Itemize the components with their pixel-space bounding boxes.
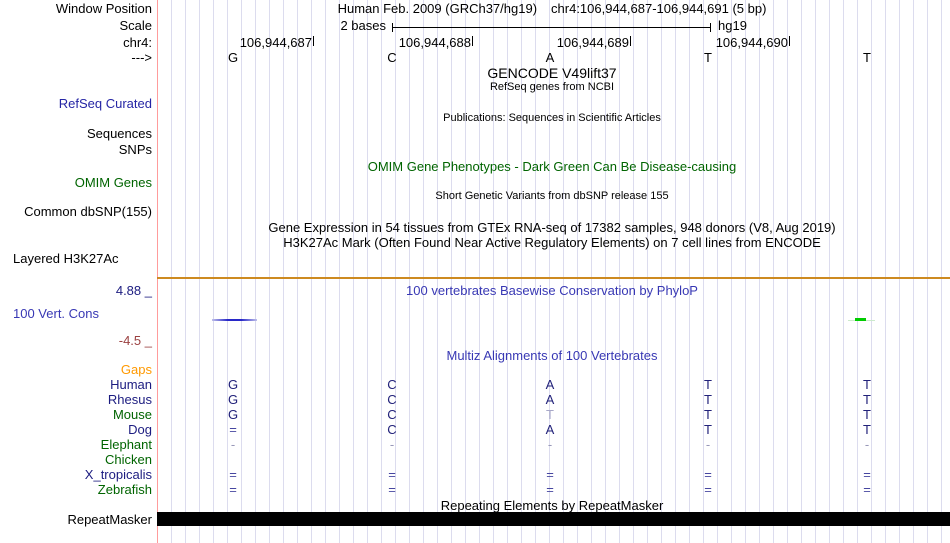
alignment-dash: - <box>547 437 553 452</box>
species-label-zebrafish[interactable]: Zebrafish <box>97 482 152 497</box>
ruler-coordinate[interactable]: 106,944,690 <box>715 35 788 50</box>
alignment-base: A <box>545 422 555 437</box>
species-label-elephant[interactable]: Elephant <box>100 437 152 452</box>
track-label-common-dbsnp[interactable]: Common dbSNP(155) <box>24 204 152 219</box>
alignment-base: A <box>545 377 555 392</box>
repeatmasker-element-bar[interactable] <box>157 512 950 526</box>
chromosome-label: chr4: <box>123 35 152 50</box>
ruler-coordinate[interactable]: 106,944,689 <box>556 35 629 50</box>
alignment-base: C <box>387 377 397 392</box>
scale-ruler-tick-left <box>392 23 393 32</box>
phylop-signal-segment[interactable] <box>212 319 257 321</box>
alignment-gap-symbol: = <box>863 467 871 482</box>
scale-assembly-label: hg19 <box>718 18 747 33</box>
species-label-human[interactable]: Human <box>110 377 152 392</box>
track-title-gencode[interactable]: GENCODE V49lift37 <box>487 65 617 81</box>
position-title: chr4:106,944,687-106,944,691 (5 bp) <box>551 1 767 16</box>
assembly-title: Human Feb. 2009 (GRCh37/hg19) <box>337 1 538 16</box>
track-title-phylop[interactable]: 100 vertebrates Basewise Conservation by… <box>406 283 698 298</box>
track-label-snps[interactable]: SNPs <box>118 142 152 157</box>
scale-label: Scale <box>119 18 152 33</box>
track-label-refseq-curated[interactable]: RefSeq Curated <box>58 96 152 111</box>
alignment-base: C <box>387 392 397 407</box>
track-title-gtex[interactable]: Gene Expression in 54 tissues from GTEx … <box>268 220 836 235</box>
scale-ruler-line <box>392 27 710 28</box>
alignment-base: C <box>387 422 397 437</box>
alignment-base: T <box>863 377 871 392</box>
alignment-gap-symbol: = <box>388 482 396 497</box>
track-label-gaps[interactable]: Gaps <box>120 362 152 377</box>
species-label-x-tropicalis[interactable]: X_tropicalis <box>84 467 152 482</box>
track-label-omim-genes[interactable]: OMIM Genes <box>74 175 152 190</box>
track-title-publications[interactable]: Publications: Sequences in Scientific Ar… <box>443 112 661 124</box>
ruler-coordinate[interactable]: 106,944,688 <box>398 35 471 50</box>
alignment-dash: - <box>705 437 711 452</box>
phylop-green-segment[interactable] <box>855 318 866 321</box>
alignment-gap-symbol: = <box>546 482 554 497</box>
species-label-mouse[interactable]: Mouse <box>112 407 152 422</box>
track-title-omim[interactable]: OMIM Gene Phenotypes - Dark Green Can Be… <box>367 159 737 174</box>
alignment-base: G <box>227 377 239 392</box>
alignment-base-mismatch: T <box>546 407 554 422</box>
strand-arrow-label[interactable]: ---> <box>131 50 152 65</box>
scale-ruler-tick-right <box>710 23 711 32</box>
track-title-h3k27ac[interactable]: H3K27Ac Mark (Often Found Near Active Re… <box>283 235 821 250</box>
alignment-base: T <box>863 392 871 407</box>
alignment-gap-symbol: = <box>863 482 871 497</box>
sequence-base: T <box>863 50 871 65</box>
track-label-sequences[interactable]: Sequences <box>86 126 152 141</box>
sequence-base: G <box>227 50 239 65</box>
alignment-dash: - <box>230 437 236 452</box>
window-left-edge-line <box>157 0 158 543</box>
alignment-gap-symbol: = <box>229 482 237 497</box>
alignment-dash: - <box>864 437 870 452</box>
ruler-coordinate[interactable]: 106,944,687 <box>239 35 312 50</box>
species-label-rhesus[interactable]: Rhesus <box>107 392 152 407</box>
alignment-base: T <box>704 422 712 437</box>
phylop-max-label: 4.88 _ <box>115 283 152 298</box>
sequence-base: T <box>704 50 712 65</box>
alignment-dash: - <box>389 437 395 452</box>
alignment-base: G <box>227 392 239 407</box>
sequence-base: A <box>545 50 555 65</box>
alignment-gap-symbol: = <box>704 482 712 497</box>
species-label-chicken[interactable]: Chicken <box>105 452 152 467</box>
h3k27ac-baseline[interactable] <box>157 277 950 279</box>
alignment-base: T <box>863 422 871 437</box>
phylop-min-label: -4.5 _ <box>118 333 152 348</box>
position-header: Human Feb. 2009 (GRCh37/hg19) chr4:106,9… <box>157 1 947 16</box>
track-label-repeatmasker[interactable]: RepeatMasker <box>67 512 152 527</box>
alignment-base: A <box>545 392 555 407</box>
alignment-gap-symbol: = <box>704 467 712 482</box>
alignment-gap-symbol: = <box>229 467 237 482</box>
track-title-repeatmasker[interactable]: Repeating Elements by RepeatMasker <box>440 498 664 513</box>
alignment-gap-symbol: = <box>388 467 396 482</box>
guideline-grid <box>158 0 950 543</box>
scale-value: 2 bases <box>340 18 386 33</box>
alignment-gap-symbol: = <box>229 422 237 437</box>
ruler-tick <box>630 36 631 46</box>
alignment-base: T <box>704 392 712 407</box>
sequence-base: C <box>387 50 397 65</box>
alignment-base: T <box>704 407 712 422</box>
track-title-multiz[interactable]: Multiz Alignments of 100 Vertebrates <box>446 348 658 363</box>
alignment-base: T <box>704 377 712 392</box>
alignment-base: G <box>227 407 239 422</box>
species-label-dog[interactable]: Dog <box>128 422 152 437</box>
ruler-tick <box>472 36 473 46</box>
ruler-tick <box>789 36 790 46</box>
alignment-gap-symbol: = <box>546 467 554 482</box>
track-label-layered-h3k27ac[interactable]: Layered H3K27Ac <box>13 251 119 266</box>
alignment-base: C <box>387 407 397 422</box>
track-label-100-vert-cons[interactable]: 100 Vert. Cons <box>13 306 99 321</box>
ruler-tick <box>313 36 314 46</box>
window-position-label: Window Position <box>55 1 152 16</box>
track-title-dbsnp[interactable]: Short Genetic Variants from dbSNP releas… <box>435 190 669 202</box>
alignment-base: T <box>863 407 871 422</box>
track-title-refseq[interactable]: RefSeq genes from NCBI <box>489 81 615 93</box>
